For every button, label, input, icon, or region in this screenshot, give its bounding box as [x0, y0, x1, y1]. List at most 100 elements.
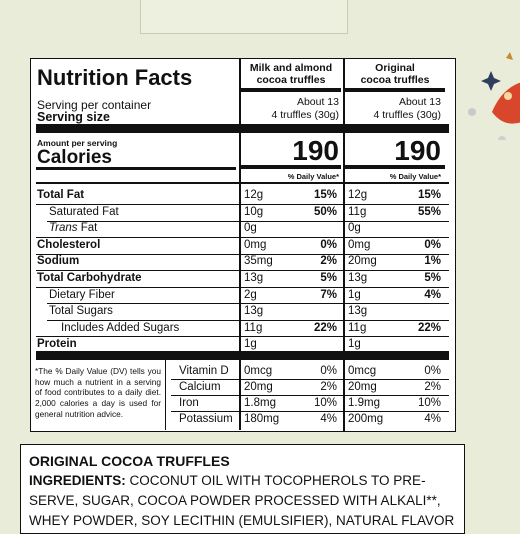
- serving-per-container-label: Serving per container: [37, 98, 152, 112]
- nutrient-amount-sugars-2: 13g: [348, 305, 368, 317]
- nutrient-amount-fiber-2: 1g: [348, 289, 361, 301]
- ingredients-label: INGREDIENTS:: [29, 473, 126, 488]
- nutrient-label-total-carbohydrate: Total Carbohydrate: [37, 272, 142, 284]
- nutrient-amount-carb-2: 13g: [348, 272, 368, 284]
- nutrient-dv-total-fat-1: 15%: [313, 189, 337, 201]
- footnote-divider: [165, 360, 166, 430]
- vitamin-dv-calcium-2: 2%: [424, 381, 441, 393]
- nutrient-amount-protein-2: 1g: [348, 338, 361, 350]
- nutrient-dv-fiber-1: 7%: [320, 289, 337, 301]
- vitamin-amount-potassium-1: 180mg: [244, 413, 280, 425]
- column-header-original-line1: Original: [375, 62, 415, 74]
- vitamin-column-divider: [239, 360, 241, 430]
- calories-rule-2: [345, 165, 445, 169]
- daily-value-heading-1: % Daily Value*: [287, 172, 339, 181]
- thick-rule-servings: [36, 124, 449, 133]
- nutrient-dv-sodium-2: 1%: [424, 255, 441, 267]
- row-rule: [36, 287, 449, 288]
- nutrient-amount-cholesterol-2: 0mg: [348, 239, 371, 251]
- nutrient-amount-cholesterol-1: 0mg: [244, 239, 267, 251]
- vitamin-dv-potassium-1: 4%: [320, 413, 337, 425]
- vitamin-rule: [171, 411, 449, 412]
- vitamin-label-calcium: Calcium: [179, 381, 221, 393]
- nutrient-amount-trans-fat-1: 0g: [244, 222, 257, 234]
- bird-illustration: [462, 30, 520, 156]
- nutrient-dv-fiber-2: 4%: [424, 289, 441, 301]
- nutrients-rule-top: [36, 182, 449, 184]
- nutrient-dv-added-sugars-1: 22%: [313, 322, 337, 334]
- vitamin-rule: [171, 395, 449, 396]
- nutrient-amount-total-fat-2: 12g: [348, 189, 368, 201]
- nutrient-amount-carb-1: 13g: [244, 272, 264, 284]
- vitamin-amount-iron-2: 1.9mg: [348, 397, 380, 409]
- nutrient-dv-cholesterol-2: 0%: [424, 239, 441, 251]
- vitamin-dv-vitamin-d-2: 0%: [424, 365, 441, 377]
- vitamin-dv-calcium-1: 2%: [320, 381, 337, 393]
- row-rule: [36, 270, 449, 271]
- calories-label: Calories: [37, 147, 112, 168]
- calories-rule-left: [36, 167, 236, 170]
- daily-value-heading-2: % Daily Value*: [389, 172, 441, 181]
- nutrient-amount-added-sugars-2: 11g: [348, 322, 367, 334]
- row-rule: [36, 204, 449, 205]
- ingredients-line-3: WHEY POWDER, SOY LECITHIN (EMULSIFIER), …: [29, 513, 455, 528]
- servings-original: About 13: [398, 96, 441, 108]
- row-rule: [36, 237, 449, 238]
- ingredients-line-1: INGREDIENTS: COCONUT OIL WITH TOCOPHEROL…: [29, 473, 426, 488]
- serving-size-original: 4 truffles (30g): [373, 109, 441, 121]
- nutrient-amount-fiber-1: 2g: [244, 289, 257, 301]
- servings-milk-almond: About 13: [296, 96, 339, 108]
- vitamin-rule: [171, 379, 449, 380]
- vitamin-amount-vitamin-d-1: 0mcg: [244, 365, 273, 377]
- amount-per-serving-label: Amount per serving: [37, 138, 118, 148]
- column-header-original-line2: cocoa truffles: [360, 74, 430, 86]
- nutrient-amount-sodium-1: 35mg: [244, 255, 273, 267]
- column-header-milk-almond-line1: Milk and almond: [249, 62, 333, 74]
- thick-rule-protein: [36, 351, 449, 360]
- calories-original: 190: [394, 135, 441, 166]
- column-header-milk-almond-line2: cocoa truffles: [256, 74, 326, 86]
- nutrient-amount-protein-1: 1g: [244, 338, 257, 350]
- vitamin-amount-potassium-2: 200mg: [348, 413, 384, 425]
- calories-milk-almond: 190: [292, 135, 339, 166]
- nutrient-amount-sat-fat-2: 11g: [348, 206, 367, 218]
- vitamin-amount-calcium-1: 20mg: [244, 381, 273, 393]
- nutrient-label-cholesterol: Cholesterol: [37, 239, 101, 251]
- top-thick-rule-1: [241, 88, 341, 92]
- vitamin-label-vitamin-d: Vitamin D: [179, 365, 229, 377]
- column-divider-1: [239, 59, 241, 351]
- nutrient-label-trans-fat: Trans Fat: [49, 222, 97, 234]
- nutrition-facts-title: Nutrition Facts: [37, 65, 193, 90]
- ingredients-product-title: ORIGINAL COCOA TRUFFLES: [29, 453, 230, 469]
- ingredients-panel: ORIGINAL COCOA TRUFFLES INGREDIENTS: COC…: [20, 444, 465, 534]
- nutrient-label-protein: Protein: [37, 338, 77, 350]
- nutrient-label-sodium: Sodium: [37, 255, 80, 267]
- nutrient-amount-added-sugars-1: 11g: [244, 322, 263, 334]
- nutrient-dv-carb-2: 5%: [424, 272, 441, 284]
- vitamin-dv-iron-1: 10%: [313, 397, 337, 409]
- nutrition-facts-panel: Nutrition Facts Milk and almond cocoa tr…: [30, 58, 456, 432]
- nutrient-dv-sat-fat-2: 55%: [417, 206, 441, 218]
- nutrient-dv-added-sugars-2: 22%: [417, 322, 441, 334]
- nutrient-label-added-sugars: Includes Added Sugars: [61, 322, 180, 334]
- calories-rule-1: [241, 165, 341, 169]
- nutrient-amount-sat-fat-1: 10g: [244, 206, 264, 218]
- nutrient-label-dietary-fiber: Dietary Fiber: [49, 289, 115, 301]
- nutrient-amount-trans-fat-2: 0g: [348, 222, 361, 234]
- vitamin-amount-calcium-2: 20mg: [348, 381, 377, 393]
- nutrient-dv-cholesterol-1: 0%: [320, 239, 337, 251]
- row-rule: [36, 254, 449, 255]
- row-rule: [47, 221, 449, 222]
- row-rule: [36, 336, 449, 337]
- vitamin-amount-iron-1: 1.8mg: [244, 397, 276, 409]
- row-rule: [47, 303, 449, 304]
- trans-rest: Fat: [77, 222, 98, 234]
- box-tab: [140, 0, 348, 34]
- nutrient-dv-total-fat-2: 15%: [417, 189, 441, 201]
- vitamin-amount-vitamin-d-2: 0mcg: [348, 365, 377, 377]
- serving-size-label: Serving size: [37, 110, 110, 124]
- nutrient-dv-carb-1: 5%: [320, 272, 337, 284]
- daily-value-footnote: *The % Daily Value (DV) tells you how mu…: [35, 366, 161, 419]
- trans-italic: Trans: [49, 222, 78, 234]
- vitamin-label-potassium: Potassium: [179, 413, 233, 425]
